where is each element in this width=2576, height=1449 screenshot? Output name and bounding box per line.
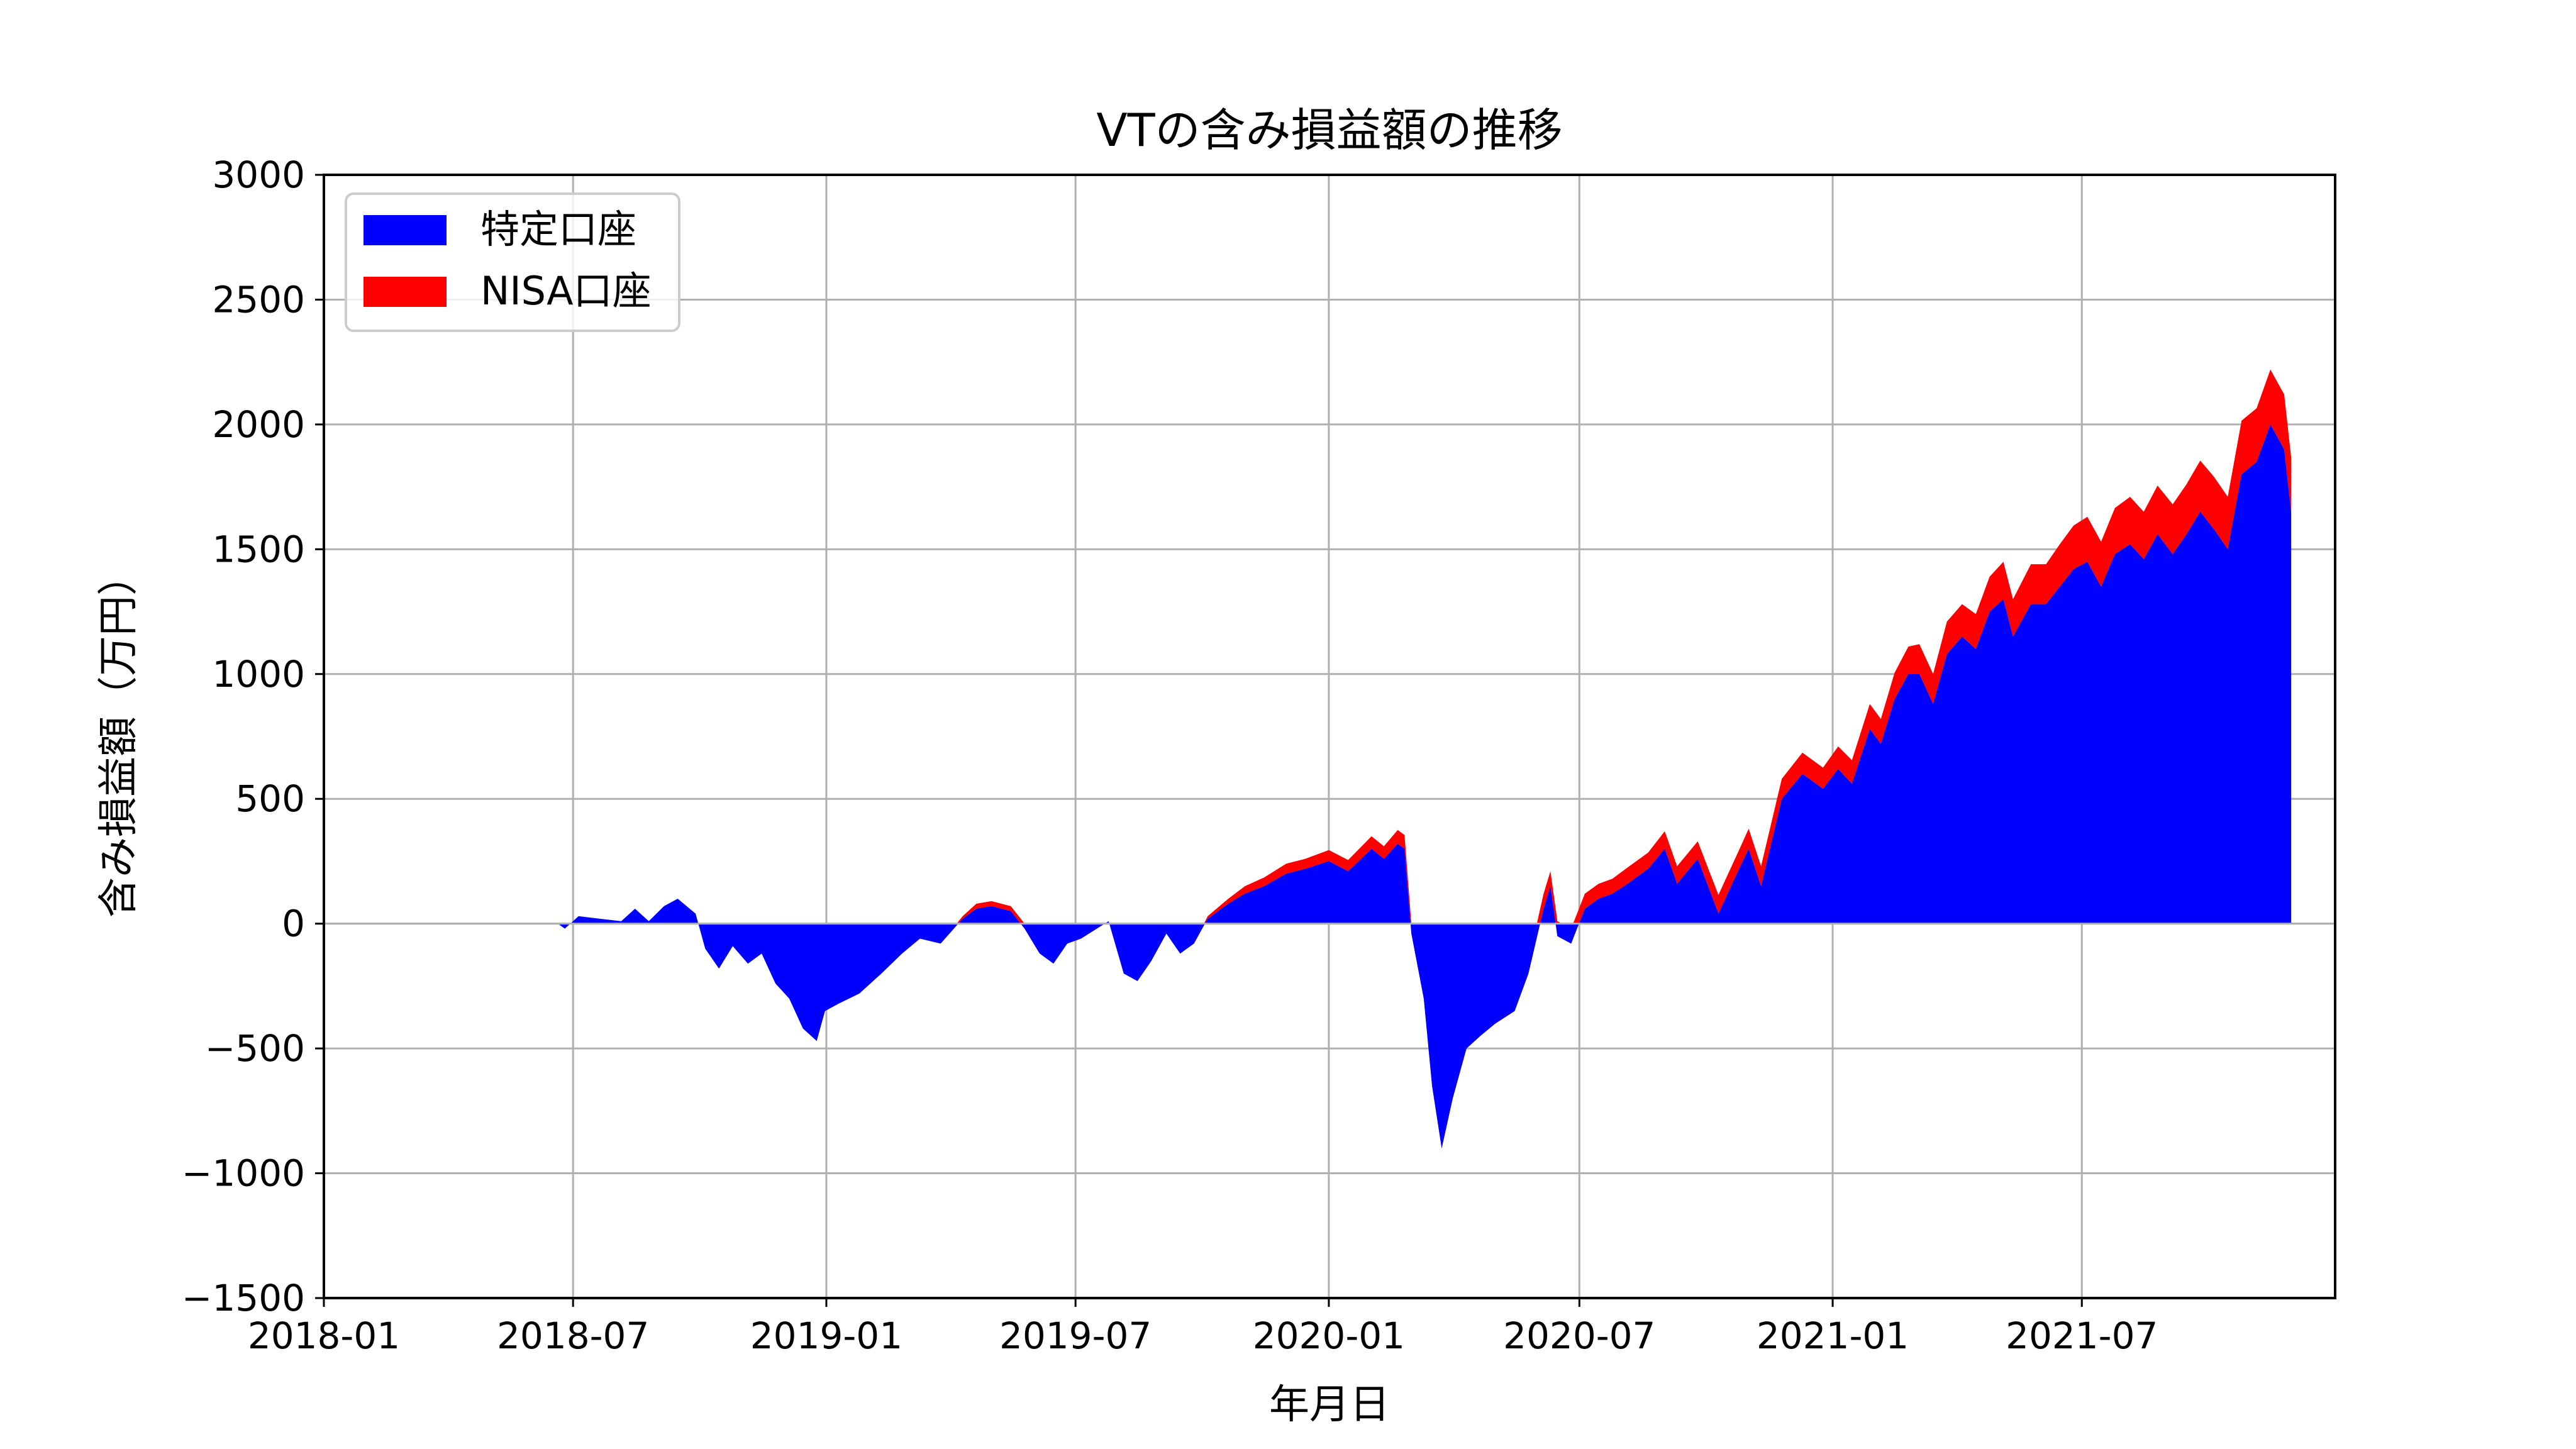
- y-tick-label: 2000: [212, 403, 305, 446]
- y-tick-label: −1500: [182, 1277, 305, 1319]
- y-tick-label: −1000: [182, 1152, 305, 1195]
- legend-label-nisa: NISA口座: [480, 268, 652, 314]
- area-series: [558, 369, 2291, 1148]
- x-axis-title: 年月日: [1269, 1382, 1390, 1428]
- y-tick-label: 500: [235, 777, 305, 820]
- y-tick-label: −500: [205, 1027, 305, 1070]
- x-tick-label: 2020-07: [1503, 1314, 1655, 1357]
- x-tick-label: 2021-07: [2006, 1314, 2158, 1357]
- legend-label-tokutei: 特定口座: [480, 206, 636, 252]
- x-axis-ticks: 2018-01 2018-07 2019-01 2019-07 2020-01 2020-…: [248, 1298, 2158, 1357]
- area-tokutei: [558, 424, 2291, 1148]
- legend-swatch-tokutei: [364, 215, 447, 245]
- x-tick-label: 2018-01: [248, 1314, 400, 1357]
- y-tick-label: 3000: [212, 153, 305, 196]
- y-axis-ticks: −1500 −1000 −500 0 500 1000 1500 2000 2500 3000: [182, 153, 324, 1319]
- chart-title: VTの含み損益額の推移: [1096, 104, 1562, 157]
- x-tick-label: 2021-01: [1757, 1314, 1909, 1357]
- x-tick-label: 2019-01: [750, 1314, 902, 1357]
- x-tick-label: 2019-07: [999, 1314, 1152, 1357]
- x-tick-label: 2020-01: [1253, 1314, 1405, 1357]
- x-tick-label: 2018-07: [497, 1314, 649, 1357]
- y-tick-label: 1500: [212, 528, 305, 570]
- y-tick-label: 1000: [212, 653, 305, 696]
- y-axis-title: 含み損益額（万円）: [96, 555, 142, 918]
- legend-swatch-nisa: [364, 277, 447, 307]
- y-tick-label: 2500: [212, 278, 305, 321]
- y-tick-label: 0: [282, 902, 305, 945]
- legend: 特定口座 NISA口座: [345, 192, 680, 332]
